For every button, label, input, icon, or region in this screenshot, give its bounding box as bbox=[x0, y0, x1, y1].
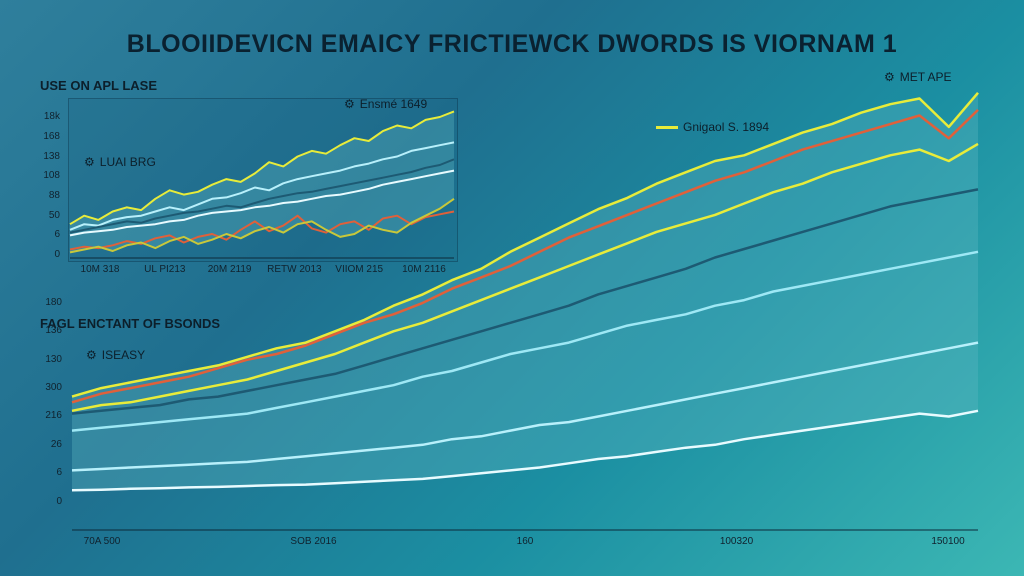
main-chart-header: FAGL ENCTANT OF BSONDS bbox=[40, 316, 221, 331]
main-y-tick-label: 136 bbox=[45, 325, 62, 337]
main-x-tick-label: 160 bbox=[516, 536, 534, 547]
inset-x-tick-label: VIIOM 215 bbox=[335, 264, 384, 275]
inset-x-tick-label: 10M 318 bbox=[80, 264, 120, 275]
inset-x-tick-label: 20M 2119 bbox=[207, 264, 252, 275]
main-series-yellow-top bbox=[71, 91, 979, 398]
main-series-dark bbox=[71, 188, 979, 415]
inset-chart-header: USE ON APL LASE bbox=[40, 78, 158, 93]
inset-y-tick-label: 18k bbox=[43, 111, 60, 123]
inset-series-red bbox=[69, 210, 455, 251]
main-x-tick-label: 70A 500 bbox=[83, 536, 121, 547]
legend-label: Ensmé 1649 bbox=[359, 97, 428, 111]
inset-legend-item: ⚙ Ensmé 1649 bbox=[344, 97, 427, 111]
main-series-white-base bbox=[71, 409, 979, 492]
inset-y-tick-label: 50 bbox=[48, 209, 60, 221]
inset-x-tick-label: 10M 2116 bbox=[402, 264, 446, 275]
inset-series-cyan-upper bbox=[69, 141, 455, 231]
legend-label: Gnigaol S. 1894 bbox=[683, 120, 770, 134]
inset-chart-frame bbox=[68, 98, 458, 262]
legend-line-swatch bbox=[656, 126, 678, 130]
legend-label: ISEASY bbox=[101, 348, 146, 362]
inset-y-tick-label: 88 bbox=[48, 189, 60, 201]
inset-y-tick-label: 168 bbox=[43, 130, 60, 142]
gear-icon: ⚙ bbox=[344, 97, 355, 111]
main-x-tick-label: 150100 bbox=[931, 536, 965, 547]
chart-title: BLOOIIDEVICN EMAICY FRICTIEWCK DWORDS IS… bbox=[126, 30, 898, 58]
inset-y-tick-label: 138 bbox=[43, 150, 60, 162]
inset-x-tick-label: UL PI213 bbox=[144, 264, 186, 275]
main-legend-item: ⚙ ISEASY bbox=[86, 348, 145, 362]
main-y-tick-label: 216 bbox=[45, 410, 62, 422]
main-y-tick-label: 180 bbox=[45, 296, 62, 308]
main-legend-item: Gnigaol S. 1894 bbox=[656, 120, 769, 134]
main-y-tick-label: 300 bbox=[45, 382, 62, 394]
inset-y-tick-label: 0 bbox=[54, 249, 60, 261]
main-x-tick-label: 100320 bbox=[719, 536, 754, 547]
main-series-red bbox=[71, 109, 979, 404]
main-y-tick-label: 0 bbox=[56, 495, 62, 507]
main-series-yellow-mid bbox=[71, 142, 979, 413]
main-y-tick-label: 130 bbox=[45, 353, 62, 365]
main-x-tick-label: SOB 2016 bbox=[290, 536, 337, 547]
main-y-tick-label: 6 bbox=[56, 467, 62, 479]
gear-icon: ⚙ bbox=[84, 155, 95, 169]
main-shaded-band bbox=[72, 92, 978, 491]
inset-series-yellow bbox=[69, 110, 455, 226]
main-y-tick-label: 26 bbox=[50, 438, 62, 450]
inset-series-olive bbox=[69, 197, 455, 254]
gear-icon: ⚙ bbox=[86, 348, 97, 362]
main-legend-item: ⚙ MET APE bbox=[884, 70, 952, 84]
inset-y-tick-label: 6 bbox=[54, 229, 60, 241]
legend-label: MET APE bbox=[899, 70, 952, 84]
inset-series-dark bbox=[69, 158, 455, 234]
main-series-cyan-lower bbox=[71, 341, 979, 472]
legend-label: LUAI BRG bbox=[99, 155, 156, 169]
inset-series-white-mid bbox=[69, 169, 455, 237]
gear-icon: ⚙ bbox=[884, 70, 895, 84]
inset-y-tick-label: 108 bbox=[43, 170, 60, 182]
inset-legend-item: ⚙ LUAI BRG bbox=[84, 155, 156, 169]
main-series-cyan-upper bbox=[71, 250, 979, 432]
inset-x-tick-label: RETW 2013 bbox=[267, 264, 322, 275]
